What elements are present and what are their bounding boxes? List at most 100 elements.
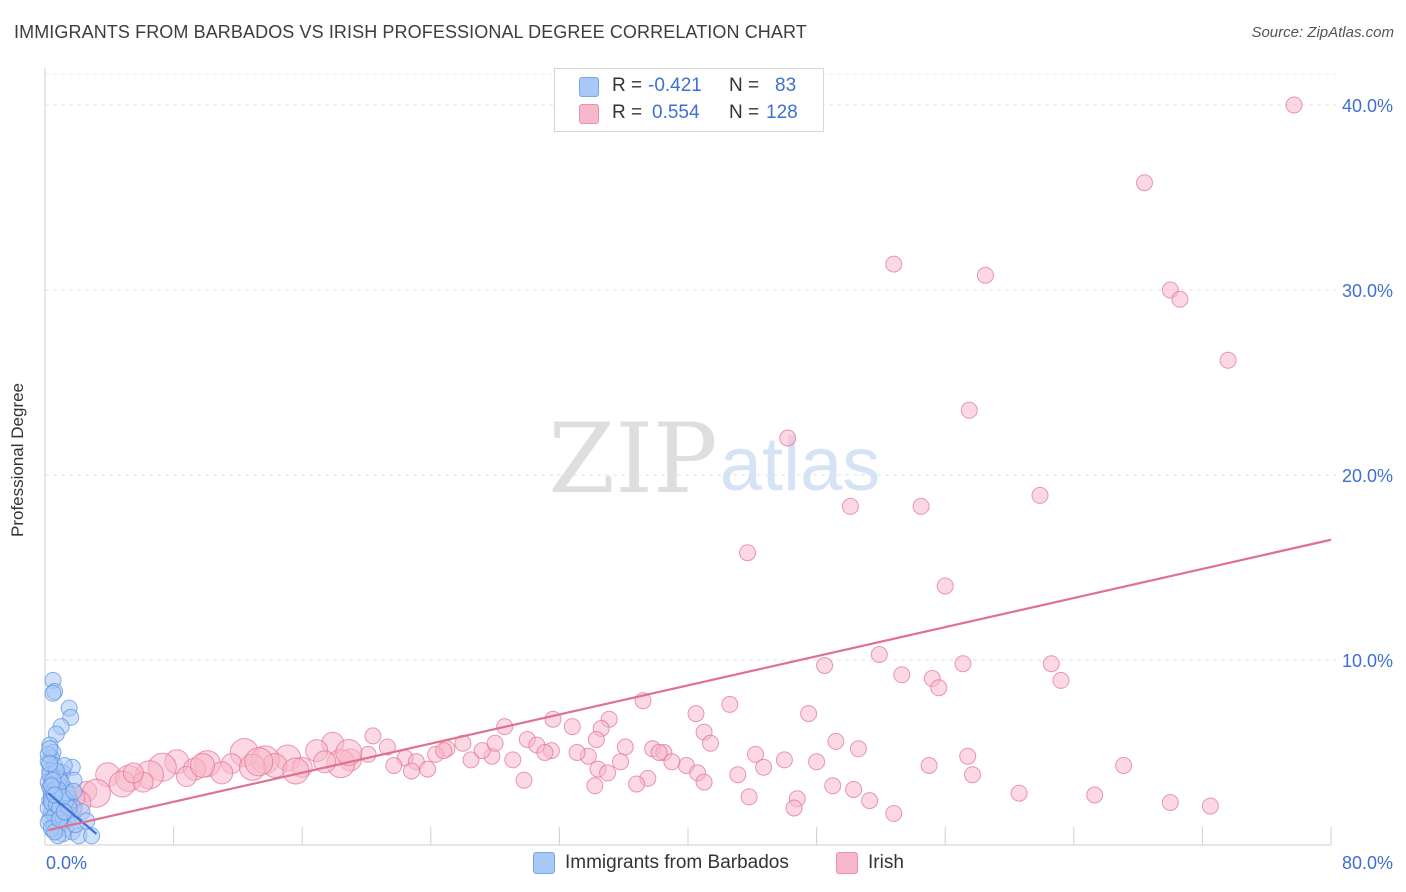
irish-point <box>1115 757 1133 774</box>
irish-point <box>808 753 826 771</box>
irish-point <box>244 747 274 777</box>
irish-point <box>959 747 977 765</box>
tick-labels: 0.0% 80.0% 10.0% 20.0% 30.0% 40.0% <box>46 96 1393 873</box>
y-tick-label: 40.0% <box>1342 96 1393 116</box>
legend-r-label: R = <box>612 75 643 96</box>
x-tick-label-max: 80.0% <box>1342 853 1393 873</box>
barbados-point <box>65 782 83 800</box>
irish-point <box>663 753 681 771</box>
irish-point <box>1010 784 1028 802</box>
irish-point <box>721 695 739 713</box>
legend-swatch-barbados <box>579 77 599 97</box>
irish-point <box>785 799 803 817</box>
irish-point <box>1201 797 1219 815</box>
barbados-trend-line <box>47 792 98 835</box>
irish-point <box>885 805 903 822</box>
y-tick-label: 10.0% <box>1342 651 1393 671</box>
irish-point <box>536 744 554 761</box>
irish-point <box>870 646 888 663</box>
legend-r-value: -0.421 <box>648 75 702 96</box>
irish-point <box>779 429 797 447</box>
y-tick-label: 30.0% <box>1342 281 1393 301</box>
y-tick-label: 20.0% <box>1342 466 1393 486</box>
barbados-point <box>46 786 64 804</box>
gridlines <box>45 73 1336 661</box>
barbados-point <box>41 740 59 758</box>
irish-point <box>687 705 705 723</box>
irish-point <box>827 732 845 750</box>
bottom-legend-label-barbados: Immigrants from Barbados <box>565 852 789 873</box>
irish-point <box>612 753 629 771</box>
barbados-point <box>44 684 62 702</box>
irish-point <box>729 766 747 784</box>
legend-n-value: 83 <box>775 75 797 96</box>
irish-point <box>176 766 197 787</box>
irish-point <box>1052 671 1070 689</box>
bottom-legend-label-irish: Irish <box>868 852 904 873</box>
trend-lines <box>47 538 1332 835</box>
irish-point <box>1285 96 1303 114</box>
bottom-legend-swatch-irish <box>836 852 858 874</box>
irish-point <box>190 753 215 778</box>
barbados-point <box>41 755 59 773</box>
irish-point <box>800 705 818 723</box>
irish-point <box>740 788 758 806</box>
irish-point <box>845 781 863 798</box>
irish-point <box>650 744 668 761</box>
bottom-legend-swatch-barbados <box>533 852 555 874</box>
irish-point <box>515 771 533 789</box>
irish-point <box>1219 351 1237 369</box>
irish-point <box>586 777 604 795</box>
irish-point <box>563 718 581 736</box>
barbados-points <box>39 671 101 845</box>
irish-point <box>473 742 491 760</box>
irish-point <box>954 655 972 673</box>
irish-point <box>1042 655 1060 673</box>
irish-point <box>1136 174 1153 192</box>
irish-point <box>122 762 144 784</box>
irish-point <box>587 731 605 748</box>
chart-title: IMMIGRANTS FROM BARBADOS VS IRISH PROFES… <box>14 22 807 42</box>
irish-point <box>964 766 981 784</box>
irish-point <box>849 740 867 758</box>
irish-point <box>930 679 948 697</box>
irish-point <box>1171 290 1189 308</box>
source-credit: Source: ZipAtlas.com <box>1251 24 1394 41</box>
irish-point <box>616 738 634 756</box>
irish-point <box>775 751 793 769</box>
irish-point <box>747 745 764 763</box>
irish-point <box>599 764 617 782</box>
irish-point <box>1161 794 1179 811</box>
legend-r-label: R = <box>612 102 643 123</box>
irish-point <box>861 792 879 810</box>
barbados-point <box>55 803 73 821</box>
irish-point <box>568 744 586 761</box>
irish-point <box>403 762 420 780</box>
irish-point <box>702 734 719 752</box>
legend-n-value: 128 <box>766 102 798 123</box>
irish-point <box>755 758 773 776</box>
irish-point <box>816 657 834 674</box>
irish-point <box>628 775 646 793</box>
irish-point <box>378 738 396 756</box>
irish-point <box>419 760 437 778</box>
stats-legend: R = -0.421 N = 83 R = 0.554 N = 128 <box>554 68 824 132</box>
irish-point <box>885 255 903 273</box>
irish-point <box>1031 486 1049 504</box>
axes <box>44 68 1332 846</box>
irish-point <box>486 734 504 752</box>
irish-point <box>462 751 480 769</box>
irish-point <box>695 773 713 791</box>
irish-trend-line <box>47 538 1332 832</box>
irish-point <box>920 757 938 774</box>
x-tick-label-min: 0.0% <box>46 853 87 873</box>
irish-point <box>912 497 930 515</box>
legend-r-value: 0.554 <box>652 102 700 123</box>
irish-point <box>936 577 954 595</box>
legend-n-label: N = <box>729 75 760 96</box>
legend-swatch-irish <box>579 104 599 124</box>
irish-point <box>435 742 453 760</box>
irish-point <box>976 266 994 284</box>
irish-point <box>739 544 756 562</box>
